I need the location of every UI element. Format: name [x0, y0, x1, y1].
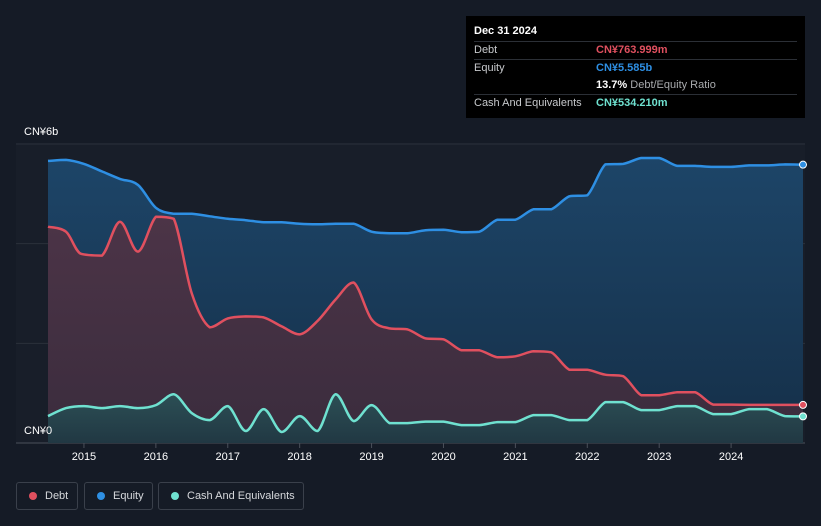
x-tick-label: 2023: [647, 451, 671, 463]
x-tick-label: 2018: [287, 451, 311, 463]
legend-cash-label: Cash And Equivalents: [187, 490, 295, 502]
legend-equity-dot: [97, 492, 105, 500]
legend-debt[interactable]: Debt: [16, 482, 78, 510]
x-tick-label: 2024: [719, 451, 743, 463]
x-tick-label: 2022: [575, 451, 599, 463]
legend-equity[interactable]: Equity: [84, 482, 153, 510]
cash-area: [48, 394, 803, 443]
tooltip-date: Dec 31 2024: [474, 25, 537, 37]
tooltip: Dec 31 2024 Debt CN¥763.999m Equity CN¥5…: [466, 16, 805, 118]
x-tick-label: 2019: [359, 451, 383, 463]
equity-line: [47, 156, 804, 235]
tooltip-equity-row: Equity CN¥5.585b: [474, 59, 797, 77]
legend-equity-label: Equity: [113, 490, 144, 502]
tooltip-debt-value: CN¥763.999m: [596, 44, 668, 56]
legend-cash[interactable]: Cash And Equivalents: [158, 482, 304, 510]
tooltip-cash-value: CN¥534.210m: [596, 97, 668, 109]
equity-end-marker: [799, 160, 807, 169]
cash-line: [47, 392, 804, 434]
legend-debt-dot: [29, 492, 37, 500]
cash-end-marker: [799, 412, 807, 421]
tooltip-debt-row: Debt CN¥763.999m: [474, 41, 797, 59]
tooltip-ratio-value: 13.7%: [596, 79, 628, 91]
legend-debt-label: Debt: [45, 490, 69, 502]
tooltip-equity-label: Equity: [474, 62, 505, 74]
debt-line: [47, 215, 803, 407]
legend-cash-dot: [171, 492, 179, 500]
tooltip-debt-label: Debt: [474, 44, 498, 56]
tooltip-equity-value: CN¥5.585b: [596, 62, 653, 74]
x-tick-label: 2020: [431, 451, 455, 463]
y-axis-bottom-label: CN¥0: [24, 425, 52, 437]
x-tick-label: 2016: [144, 451, 168, 463]
x-tick-label: 2021: [503, 451, 527, 463]
tooltip-ratio-label: Debt/Equity Ratio: [630, 79, 716, 91]
tooltip-ratio-row: 13.7% Debt/Equity Ratio: [474, 77, 797, 94]
debt-end-marker: [799, 400, 807, 409]
tooltip-cash-label: Cash And Equivalents: [474, 97, 582, 109]
x-tick-label: 2015: [72, 451, 96, 463]
x-tick-label: 2017: [216, 451, 240, 463]
debt-area: [48, 216, 803, 443]
tooltip-cash-row: Cash And Equivalents CN¥534.210m: [474, 94, 797, 112]
y-axis-top-label: CN¥6b: [24, 126, 58, 138]
